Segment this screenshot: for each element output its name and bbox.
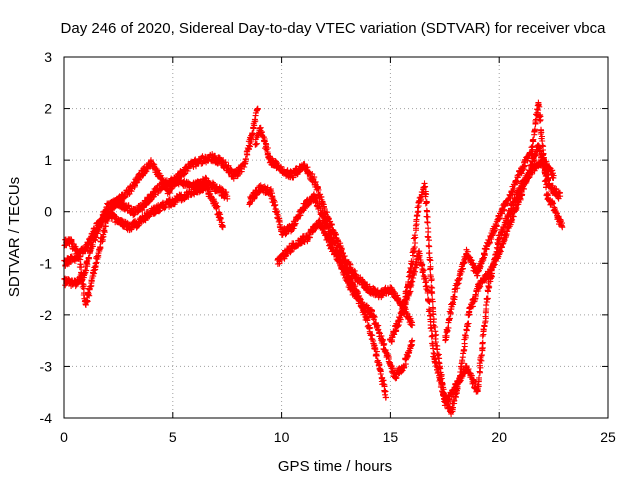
x-tick-label: 5 [169, 429, 177, 445]
y-tick-label: -4 [40, 410, 53, 426]
x-tick-label: 10 [274, 429, 290, 445]
y-tick-label: -1 [40, 255, 53, 271]
x-tick-label: 20 [491, 429, 507, 445]
series-3-markers [61, 180, 226, 269]
chart-tick-labels: 0 5 10 15 20 25 -4 -3 -2 -1 0 1 2 3 [40, 49, 616, 445]
y-tick-label: 2 [44, 101, 52, 117]
series-3 [61, 180, 226, 269]
x-tick-label: 25 [600, 429, 616, 445]
y-tick-label: 1 [44, 152, 52, 168]
plot-frame [63, 56, 609, 419]
y-tick-label: -3 [40, 358, 53, 374]
y-tick-label: -2 [40, 307, 53, 323]
y-tick-label: 3 [44, 49, 52, 65]
series-1 [61, 105, 261, 290]
x-tick-label: 15 [383, 429, 399, 445]
series-7-markers [386, 154, 557, 409]
series-7 [386, 154, 557, 409]
series-6 [274, 217, 416, 382]
x-axis-label: GPS time / hours [278, 458, 392, 475]
chart-grid [64, 57, 608, 418]
series-2 [61, 174, 231, 308]
series-9 [442, 99, 566, 344]
y-axis-label: SDTVAR / TECUs [6, 177, 23, 297]
y-tick-label: 0 [44, 204, 52, 220]
chart-title: Day 246 of 2020, Sidereal Day-to-day VTE… [61, 20, 607, 37]
series-2-markers [61, 174, 231, 308]
series-9-markers [442, 99, 566, 344]
x-tick-label: 0 [60, 429, 68, 445]
series-6-markers [274, 217, 416, 382]
chart-marks [61, 99, 566, 417]
series-1-markers [61, 105, 261, 290]
